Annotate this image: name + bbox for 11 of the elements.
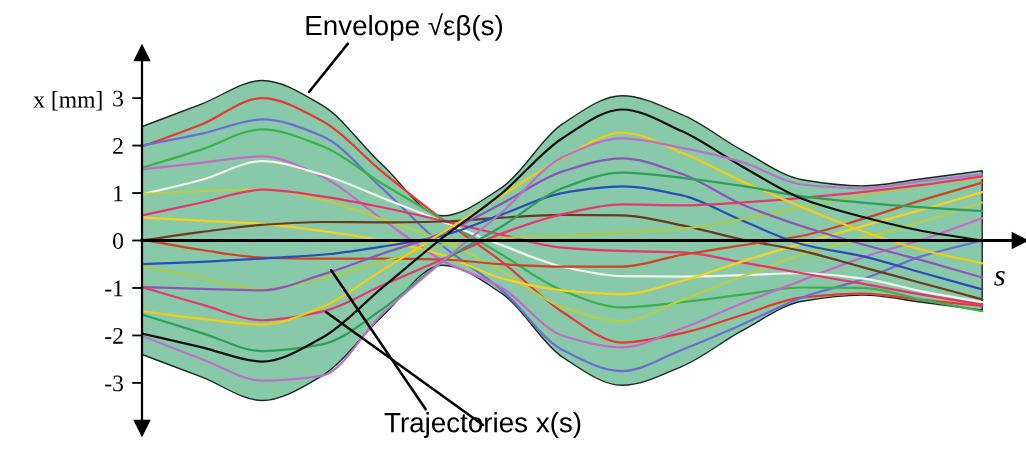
y-tick-label: 2	[113, 138, 123, 154]
y-tick-label: 1	[114, 185, 123, 202]
annotation: Trajectories x(s)	[384, 412, 581, 438]
y-axis-title: x [mm]	[33, 91, 102, 111]
x-axis-title: s	[994, 270, 1005, 286]
y-tick-label: -1	[105, 280, 123, 297]
y-tick-label: -3	[105, 375, 124, 392]
y-tick-label: -2	[105, 327, 123, 344]
text: Envelope √εβ(s)	[306, 13, 503, 41]
y-tick-label: 0	[113, 232, 124, 249]
y-tick-label: 3	[113, 90, 124, 107]
